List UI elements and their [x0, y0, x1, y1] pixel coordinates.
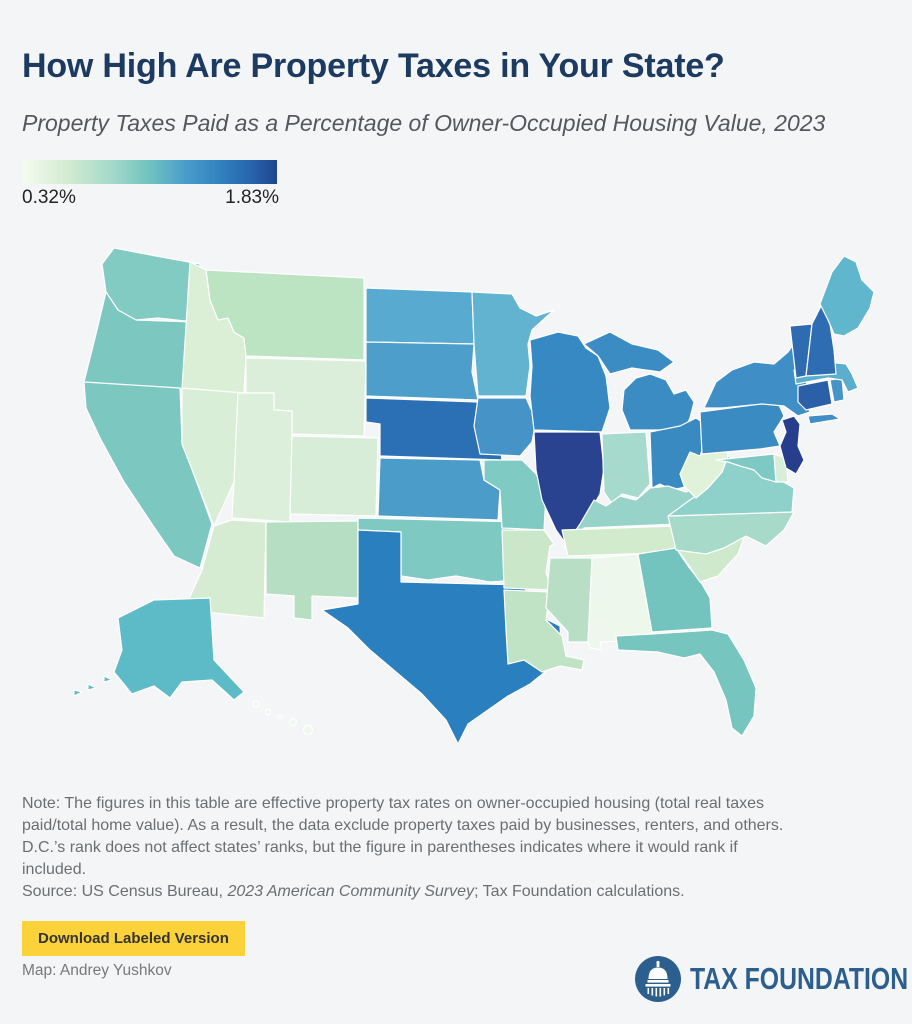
state-arkansas[interactable]: [501, 529, 555, 591]
note-line: D.C.’s rank does not affect states’ rank…: [22, 839, 738, 856]
source-line: Source: US Census Bureau, 2023 American …: [22, 881, 892, 903]
capitol-dome-icon: [635, 956, 681, 1002]
state-maine[interactable]: [819, 255, 875, 337]
source-suffix: ; Tax Foundation calculations.: [474, 883, 685, 900]
download-labeled-version-button[interactable]: Download Labeled Version: [22, 921, 245, 956]
state-colorado[interactable]: [289, 435, 379, 517]
state-minnesota[interactable]: [471, 291, 555, 397]
note-line: paid/total home value). As a result, the…: [22, 817, 784, 834]
state-arizona[interactable]: [183, 519, 267, 619]
state-north-dakota[interactable]: [365, 287, 475, 345]
state-alaska[interactable]: [73, 597, 245, 701]
state-connecticut[interactable]: [797, 379, 833, 411]
state-iowa[interactable]: [473, 397, 537, 457]
state-wisconsin[interactable]: [529, 331, 611, 433]
state-utah[interactable]: [231, 392, 293, 523]
state-north-carolina[interactable]: [667, 511, 795, 555]
state-louisiana[interactable]: [503, 589, 585, 673]
page-subtitle: Property Taxes Paid as a Percentage of O…: [22, 110, 826, 136]
color-scale-gradient: [22, 160, 277, 184]
state-south-dakota[interactable]: [365, 341, 479, 401]
legend-max-label: 1.83%: [225, 187, 279, 208]
note-line: Note: The figures in this table are effe…: [22, 795, 765, 812]
color-scale-labels: 0.32% 1.83%: [22, 187, 279, 209]
page-title: How High Are Property Taxes in Your Stat…: [22, 46, 725, 85]
logo-wordmark: TAX FOUNDATION: [690, 961, 909, 996]
state-michigan-upper-peninsula[interactable]: [583, 331, 675, 375]
source-prefix: Source: US Census Bureau,: [22, 883, 228, 900]
note-line: included.: [22, 861, 87, 878]
state-florida[interactable]: [615, 629, 757, 737]
state-new-jersey[interactable]: [779, 415, 805, 475]
state-kansas[interactable]: [377, 457, 501, 521]
map-credit: Map: Andrey Yushkov: [22, 962, 172, 979]
us-choropleth-map: [73, 247, 875, 745]
note-block: Note: The figures in this table are effe…: [22, 793, 892, 903]
state-new-york-long-island[interactable]: [807, 413, 841, 425]
state-rhode-island[interactable]: [829, 377, 845, 403]
source-title-italic: 2023 American Community Survey: [227, 883, 475, 900]
state-california[interactable]: [83, 381, 213, 569]
state-hawaii[interactable]: [252, 700, 314, 736]
legend-min-label: 0.32%: [22, 187, 76, 208]
state-montana[interactable]: [205, 269, 365, 361]
state-new-mexico[interactable]: [265, 520, 359, 621]
state-indiana[interactable]: [601, 431, 651, 505]
tax-foundation-logo[interactable]: TAX FOUNDATION: [634, 955, 912, 1003]
state-michigan[interactable]: [621, 373, 695, 431]
